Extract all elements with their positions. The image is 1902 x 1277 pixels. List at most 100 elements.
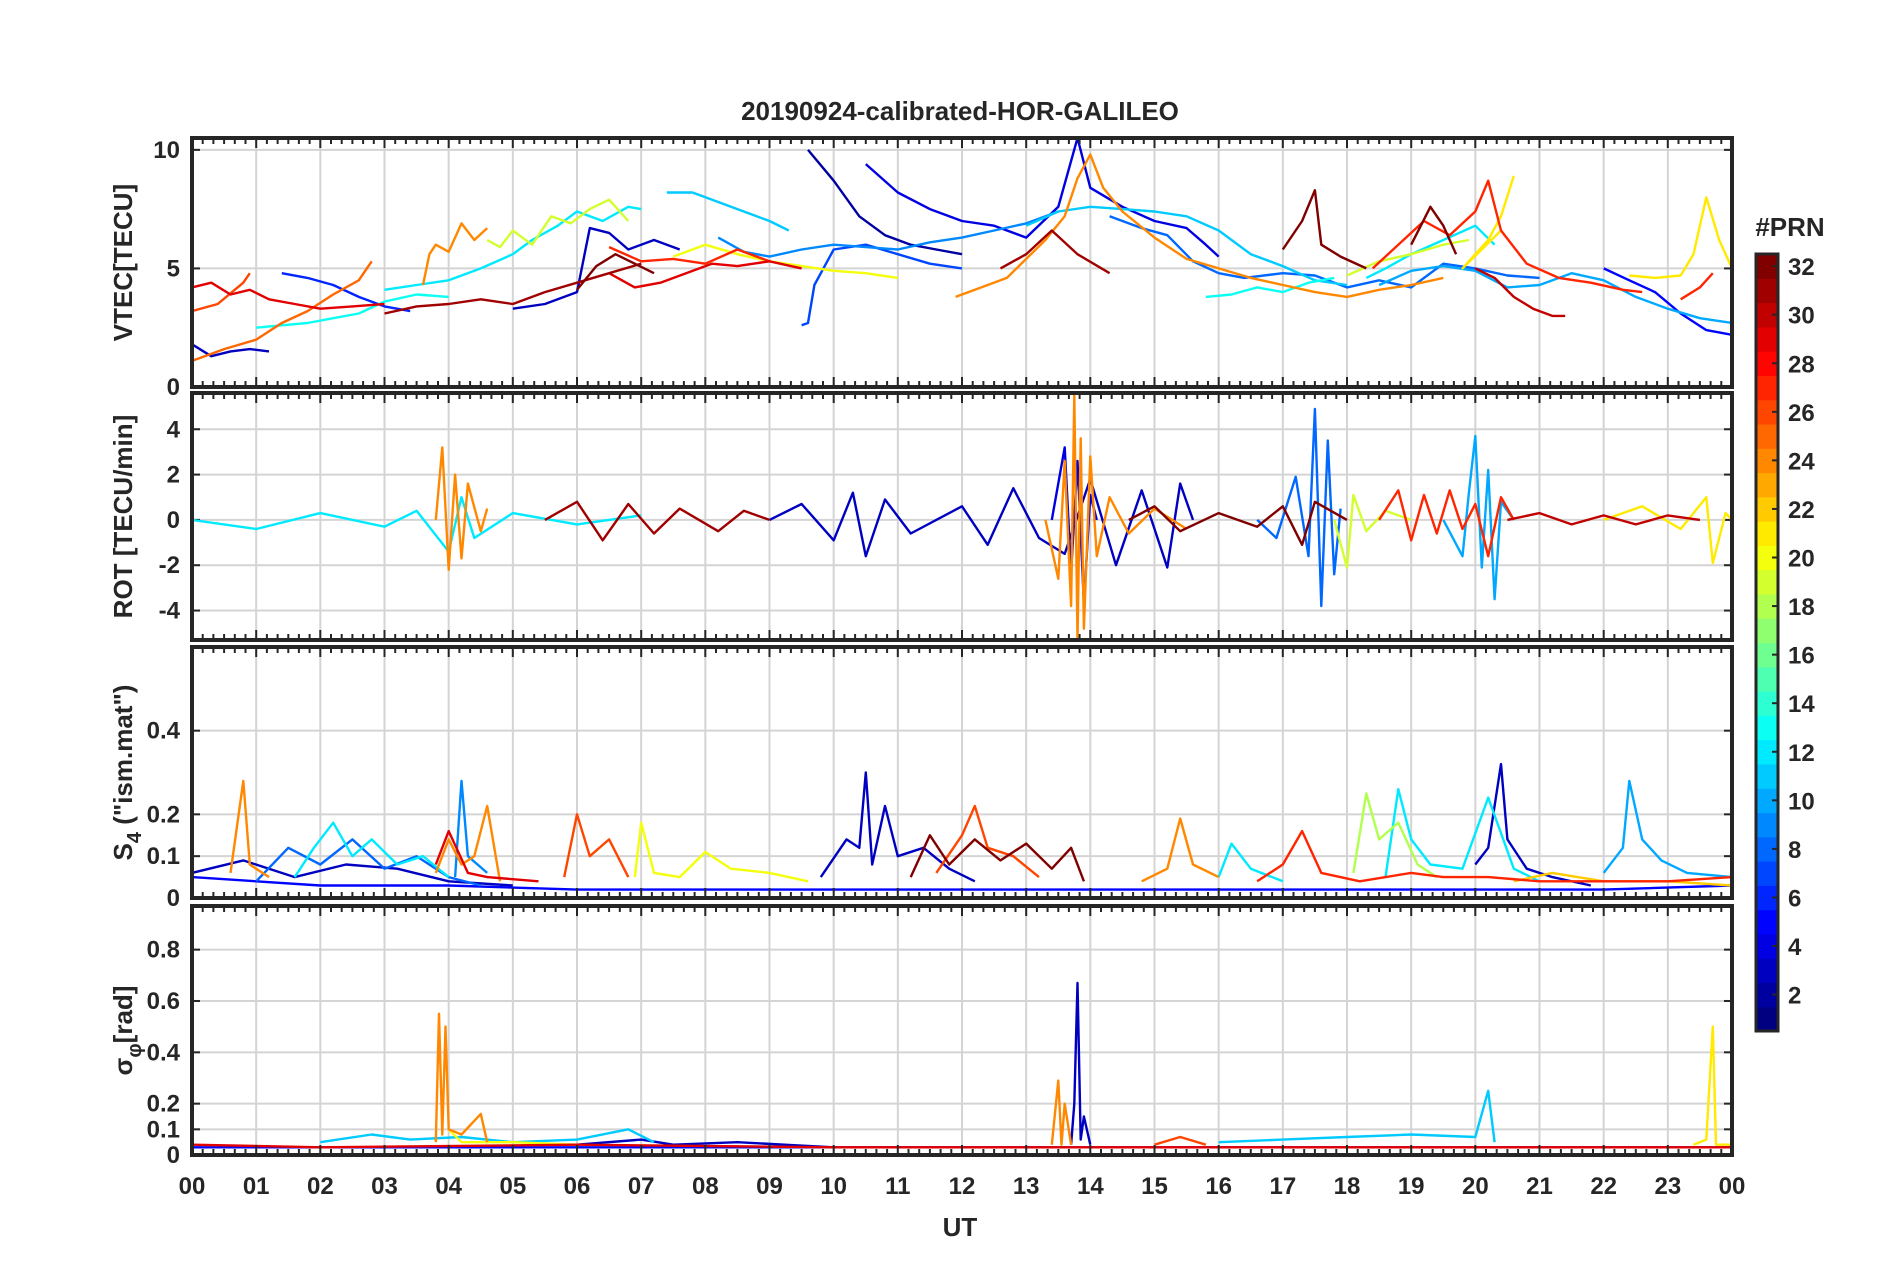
series-line-prn-24 — [434, 446, 489, 571]
x-tick-label: 21 — [1526, 1173, 1553, 1200]
series-line-prn-27 — [1371, 179, 1643, 294]
colorbar-band — [1756, 278, 1778, 304]
y-tick-label: -2 — [159, 552, 180, 579]
colorbar-tick-label: 30 — [1788, 303, 1815, 330]
series-line-prn-3 — [768, 477, 1195, 569]
series-line-prn-32 — [1410, 205, 1458, 255]
series-line-prn-6 — [281, 272, 411, 313]
axes-frame — [190, 645, 1734, 900]
series-line-prn-27 — [608, 246, 770, 265]
series-line-prn-32 — [1128, 500, 1348, 546]
colorbar-band — [1756, 982, 1778, 1008]
x-tick-label: 04 — [435, 1173, 462, 1200]
series-line-prn-30 — [1474, 267, 1566, 318]
colorbar-band — [1756, 958, 1778, 984]
series-line-prn-4 — [1050, 446, 1098, 605]
colorbar-band — [1756, 375, 1778, 401]
series-line-prn-24 — [434, 804, 502, 882]
y-tick-label: 0 — [167, 885, 180, 912]
panel-rot: -4 -2 0 2 4 ROT [TECU/min] — [108, 391, 1734, 642]
series-line-prn-18 — [1352, 792, 1438, 879]
series-line-prn-3 — [1069, 981, 1092, 1145]
series-line-prn-26 — [935, 804, 1040, 879]
y-axis-label-s4: S4 ("ism.mat") — [108, 685, 146, 861]
series-line-prn-24 — [421, 222, 489, 286]
colorbar-band — [1756, 691, 1778, 716]
series-line-prn-24 — [955, 153, 1444, 299]
series-line-prn-9 — [453, 779, 488, 878]
y-tick-label: -4 — [159, 598, 181, 625]
y-tick-label: 0.1 — [147, 843, 180, 870]
axes-frame — [190, 136, 1734, 389]
series-line-prn-21 — [1629, 196, 1732, 280]
series-line-prn-4 — [865, 138, 1220, 258]
y-tick-label: 4 — [167, 416, 181, 443]
y-tick-label: 0 — [167, 507, 180, 534]
series-line-prn-13 — [1205, 276, 1335, 299]
colorbar-band — [1756, 885, 1778, 911]
colorbar-tick-label: 2 — [1788, 983, 1801, 1010]
x-tick-label: 13 — [1013, 1173, 1040, 1200]
colorbar-band — [1756, 763, 1778, 789]
series-line-prn-13 — [256, 293, 449, 329]
colorbar-tick-label: 18 — [1788, 594, 1815, 621]
x-tick-label: 00 — [179, 1173, 206, 1200]
y-tick-label: 5 — [167, 255, 180, 282]
colorbar-tick-label: 16 — [1788, 643, 1815, 670]
y-tick-label: 0.8 — [147, 937, 180, 964]
colorbar-band — [1756, 472, 1778, 498]
colorbar-band — [1756, 666, 1778, 692]
x-tick-label: 09 — [756, 1173, 783, 1200]
colorbar-band — [1756, 739, 1778, 765]
series-line-prn-26 — [1154, 1135, 1207, 1146]
colorbar-frame — [1754, 252, 1780, 1033]
x-tick-label: 16 — [1205, 1173, 1232, 1200]
x-tick-label: 07 — [628, 1173, 655, 1200]
panel-s4: 0 0.1 0.2 0.4S4 ("ism.mat") — [108, 645, 1734, 912]
series-line-prn-29 — [608, 260, 802, 289]
colorbar-tick-label: 6 — [1788, 885, 1801, 912]
x-axis-label: UT — [943, 1212, 978, 1242]
y-tick-label: 10 — [153, 137, 180, 164]
colorbar-band — [1756, 399, 1778, 425]
x-tick-label: 23 — [1654, 1173, 1681, 1200]
x-tick-label: 06 — [564, 1173, 591, 1200]
y-tick-label: 0.4 — [147, 1039, 181, 1066]
series-line-prn-3 — [512, 226, 681, 310]
series-group — [192, 138, 1732, 363]
series-line-prn-2 — [807, 149, 963, 256]
colorbar-tick-label: 14 — [1788, 691, 1815, 718]
series-line-prn-11 — [1025, 205, 1348, 287]
x-tick-label: 03 — [371, 1173, 398, 1200]
x-tick-label: 00 — [1719, 1173, 1746, 1200]
series-line-prn-5 — [1603, 267, 1732, 336]
x-tick-label: 05 — [499, 1173, 526, 1200]
series-line-prn-3 — [192, 343, 270, 358]
y-tick-label: 0.6 — [147, 988, 180, 1015]
colorbar-tick-label: 32 — [1788, 254, 1815, 281]
series-line-prn-10 — [1602, 779, 1732, 879]
colorbar-band — [1756, 423, 1778, 449]
x-tick-label: 18 — [1334, 1173, 1361, 1200]
series-line-prn-19 — [1333, 493, 1412, 569]
colorbar-tick-label: 20 — [1788, 546, 1815, 573]
panel-sigma_phi: 00.10.2 0.4 0.6 0.8σφ[rad] — [108, 904, 1734, 1169]
x-tick-label: 12 — [949, 1173, 976, 1200]
colorbar-band — [1756, 351, 1778, 377]
colorbar-band — [1756, 448, 1778, 474]
series-line-prn-24 — [434, 1012, 489, 1143]
x-tick-label: 01 — [243, 1173, 270, 1200]
series-line-prn-24 — [229, 779, 270, 879]
series-line-prn-20 — [633, 821, 809, 883]
colorbar-band — [1756, 618, 1778, 644]
series-line-prn-30 — [1507, 511, 1701, 526]
y-tick-label: 0.1 — [147, 1116, 180, 1143]
series-line-prn-21 — [1461, 175, 1515, 270]
colorbar-band — [1756, 1006, 1778, 1032]
axes-frame — [190, 904, 1734, 1157]
series-line-prn-21 — [1603, 496, 1732, 565]
x-tick-label: 20 — [1462, 1173, 1489, 1200]
series-line-prn-32 — [576, 252, 655, 291]
series-line-prn-31 — [544, 500, 770, 542]
